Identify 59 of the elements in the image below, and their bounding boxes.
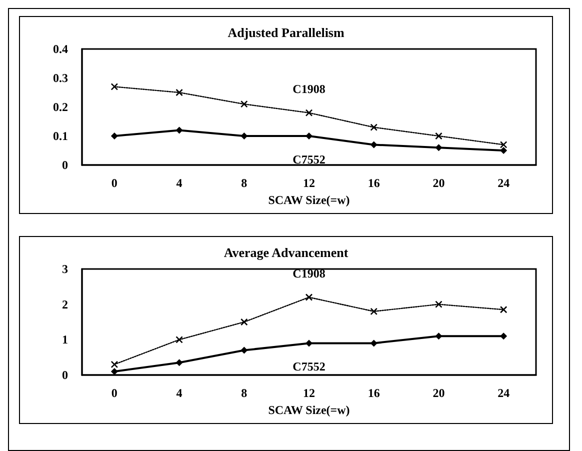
x-tick-label: 4 (176, 176, 182, 190)
series-label: C1908 (292, 266, 326, 281)
point (306, 132, 312, 140)
x-tick-label: 24 (498, 176, 510, 190)
y-tick-label: 3 (62, 262, 68, 276)
point (370, 308, 378, 316)
point (240, 346, 248, 354)
chart-title: Average Advancement (224, 245, 349, 260)
point (176, 126, 183, 134)
x-tick-label: 8 (241, 386, 248, 400)
x-tick-label: 16 (368, 176, 380, 190)
point (500, 332, 508, 340)
series-label: C7552 (292, 360, 326, 374)
x-tick-label: 4 (176, 386, 182, 400)
point (370, 340, 378, 347)
x-tick-label: 0 (111, 386, 118, 400)
x-axis-title: SCAW Size(=w) (268, 402, 350, 417)
point (306, 340, 312, 347)
point (305, 294, 313, 301)
point (240, 132, 248, 140)
x-tick-label: 8 (241, 176, 248, 190)
y-tick-label: 2 (62, 297, 68, 312)
point (370, 141, 378, 148)
series-label: C7552 (292, 152, 326, 166)
x-tick-label: 16 (368, 386, 380, 400)
y-tick-label: 0.1 (53, 129, 68, 143)
x-tick-label: 12 (303, 386, 315, 400)
y-tick-label: 1 (62, 332, 68, 347)
y-tick-label: 0 (62, 368, 68, 382)
point (305, 109, 313, 116)
point (435, 300, 442, 308)
y-tick-label: 0.4 (53, 42, 68, 56)
point (500, 141, 508, 148)
x-axis-title: SCAW Size(=w) (268, 192, 350, 207)
point (435, 144, 442, 152)
x-tick-label: 12 (303, 176, 315, 190)
point (176, 359, 183, 366)
point (176, 88, 183, 96)
point (110, 83, 118, 90)
point (500, 147, 508, 154)
y-tick-label: 0.2 (53, 100, 68, 114)
y-tick-label: 0 (62, 158, 68, 172)
point (110, 360, 118, 368)
x-tick-label: 0 (111, 176, 118, 190)
x-tick-label: 24 (498, 386, 510, 400)
point (435, 332, 442, 340)
chart-title: Adjusted Parallelism (228, 25, 344, 40)
point (176, 336, 183, 344)
series-label: C1908 (292, 82, 326, 96)
y-tick-label: 0.3 (53, 71, 68, 85)
point (110, 368, 118, 375)
x-tick-label: 20 (432, 386, 445, 400)
point (240, 318, 248, 326)
x-tick-label: 20 (432, 176, 445, 190)
point (240, 100, 248, 108)
point (500, 306, 508, 314)
point (370, 124, 378, 131)
point (110, 132, 118, 140)
point (435, 132, 442, 140)
